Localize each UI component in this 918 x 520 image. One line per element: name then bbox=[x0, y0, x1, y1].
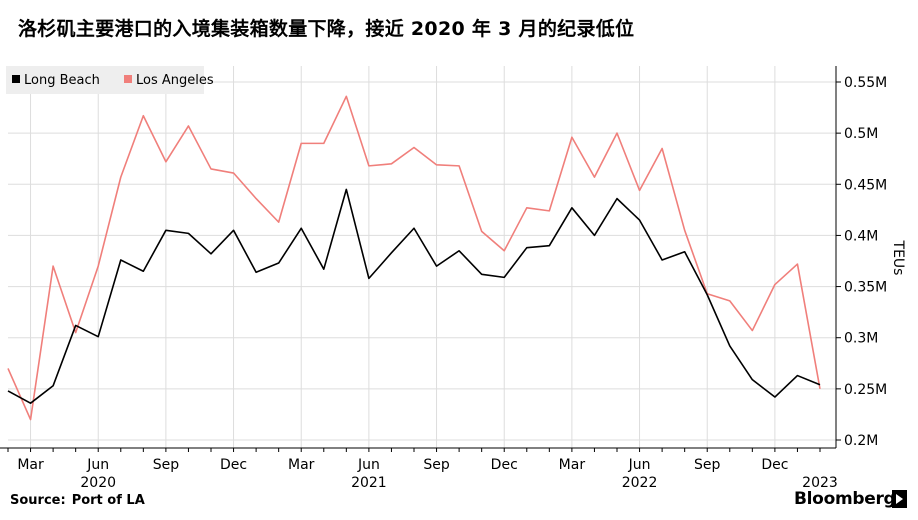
x-tick-label: Mar bbox=[17, 457, 44, 473]
x-year-label: 2021 bbox=[351, 475, 387, 491]
x-tick-label: Jun bbox=[628, 457, 651, 473]
series-line-los-angeles bbox=[7, 95, 821, 421]
x-year-label: 2022 bbox=[622, 475, 658, 491]
source-note: Source: Port of LA bbox=[10, 493, 145, 508]
y-tick-label: 0.45M bbox=[844, 177, 887, 193]
source-label: Source: bbox=[10, 493, 66, 508]
series-line-long-beach bbox=[7, 188, 821, 404]
bloomberg-mark-icon bbox=[892, 490, 907, 508]
axes: 0.55M 0.5M 0.45M 0.4M 0.35M 0.3M 0.25M 0.2M Mar J… bbox=[0, 66, 906, 491]
y-tick-label: 0.55M bbox=[844, 75, 887, 91]
x-tick-label: Jun bbox=[86, 457, 109, 473]
y-tick-label: 0.25M bbox=[844, 382, 887, 398]
x-tick-label: Mar bbox=[288, 457, 315, 473]
x-tick-label: Dec bbox=[761, 457, 788, 473]
y-tick-label: 0.35M bbox=[844, 280, 887, 296]
x-tick-label: Mar bbox=[559, 457, 586, 473]
legend-label-los-angeles: Los Angeles bbox=[136, 73, 214, 88]
source-value: Port of LA bbox=[71, 493, 145, 508]
legend-swatch-los-angeles bbox=[124, 75, 132, 83]
y-tick-label: 0.3M bbox=[844, 331, 878, 347]
y-axis-title: TEUs bbox=[890, 240, 906, 276]
x-tick-label: Sep bbox=[694, 457, 721, 473]
legend-label-long-beach: Long Beach bbox=[24, 73, 100, 88]
y-tick-label: 0.2M bbox=[844, 433, 878, 449]
x-year-label: 2023 bbox=[802, 475, 838, 491]
chart-title: 洛杉矶主要港口的入境集装箱数量下降，接近 2020 年 3 月的纪录低位 bbox=[18, 18, 635, 40]
y-tick-label: 0.5M bbox=[844, 126, 878, 142]
gridlines bbox=[8, 66, 836, 448]
x-tick-label: Sep bbox=[153, 457, 180, 473]
legend-background bbox=[6, 66, 204, 94]
series-lines bbox=[7, 95, 821, 421]
legend: Long Beach Los Angeles bbox=[6, 66, 214, 94]
y-tick-label: 0.4M bbox=[844, 228, 878, 244]
legend-swatch-long-beach bbox=[12, 75, 20, 83]
x-tick-label: Sep bbox=[423, 457, 450, 473]
x-year-label: 2020 bbox=[80, 475, 116, 491]
bloomberg-logo: Bloomberg bbox=[794, 489, 896, 509]
x-tick-label: Jun bbox=[357, 457, 380, 473]
x-tick-label: Dec bbox=[220, 457, 247, 473]
x-tick-label: Dec bbox=[491, 457, 518, 473]
